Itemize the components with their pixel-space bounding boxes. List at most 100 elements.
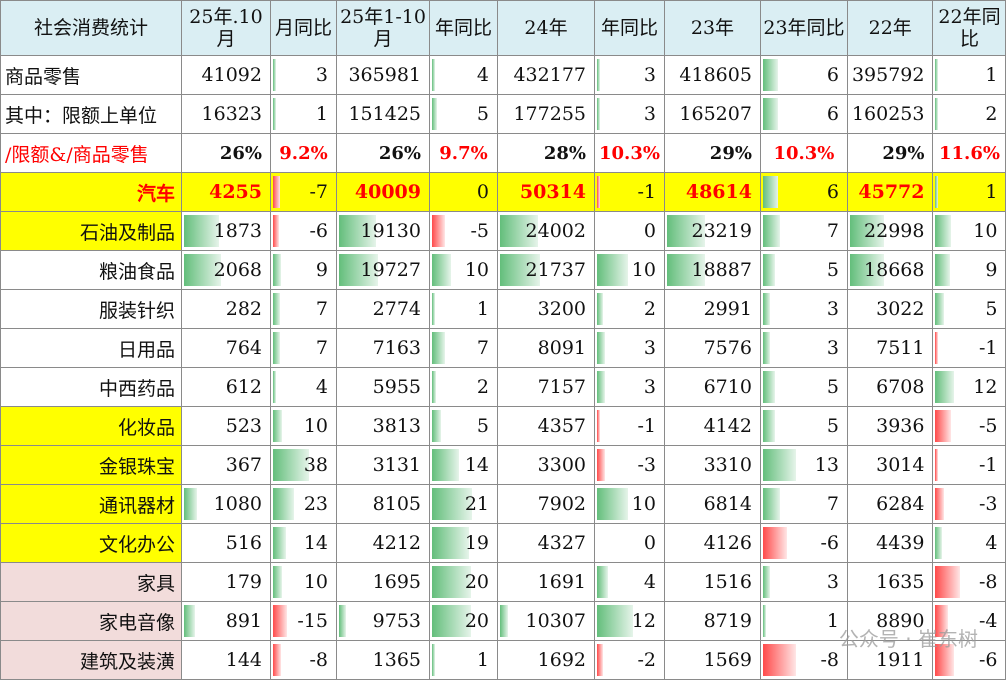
cell-value: 1691 (537, 571, 586, 593)
cell-value: 1 (985, 64, 998, 86)
cell-value: -8 (820, 649, 839, 671)
table-cell: 3022 (846, 289, 934, 329)
table-cell: 7576 (663, 328, 761, 368)
data-bar (597, 566, 609, 598)
table-row: 石油及制品 1873 -6 19130 -5 24002 0 23219 7 22998 10 (0, 211, 1007, 251)
cell-value: 432177 (513, 64, 586, 86)
table-cell: -1 (932, 328, 1007, 368)
table-cell: 48614 (663, 172, 761, 212)
cell-value: 7511 (876, 337, 925, 359)
header-cell: 月同比 (270, 0, 337, 56)
table-cell: 20 (429, 601, 498, 641)
cell-value: 144 (225, 649, 262, 671)
table-cell: -6 (759, 523, 848, 563)
table-cell: -5 (429, 211, 498, 251)
table-cell: 4142 (663, 406, 761, 446)
cell-value: 3200 (537, 298, 586, 320)
cell-value: 8091 (537, 337, 586, 359)
row-label: 化妆品 (0, 406, 182, 446)
table-cell: 3200 (497, 289, 595, 329)
table-cell: 12 (932, 367, 1007, 407)
data-bar (935, 566, 960, 598)
table-cell: 6708 (846, 367, 934, 407)
cell-value: 3131 (372, 454, 421, 476)
table-cell: 8890 (846, 601, 934, 641)
data-bar (273, 332, 280, 364)
table-cell: 7 (759, 484, 848, 524)
data-bar (762, 98, 779, 130)
data-bar (432, 605, 471, 637)
cell-value: 9 (315, 259, 328, 281)
cell-value: 10 (631, 493, 656, 515)
table-cell: 764 (181, 328, 271, 368)
table-cell: 9753 (336, 601, 430, 641)
table-cell: 23 (270, 484, 337, 524)
table-cell: 1569 (663, 640, 761, 680)
table-cell: 10 (429, 250, 498, 290)
cell-value: 29% (709, 142, 752, 164)
cell-value: 24002 (525, 220, 586, 242)
table-cell: 5955 (336, 367, 430, 407)
data-bar (273, 254, 281, 286)
header-cell: 社会消费统计 (0, 0, 182, 56)
cell-value: -3 (978, 493, 998, 515)
data-bar (432, 566, 471, 598)
header-cell: 24年 (497, 0, 595, 56)
table-cell: 2 (429, 367, 498, 407)
cell-value: 891 (225, 610, 262, 632)
table-cell: 3 (594, 367, 665, 407)
data-bar (500, 215, 539, 247)
data-bar (935, 644, 955, 676)
header-cell: 25年1-10月 (336, 0, 430, 56)
cell-value: 28% (543, 142, 586, 164)
data-bar (762, 488, 781, 520)
table-cell: 165207 (663, 94, 761, 134)
cell-value: 7902 (537, 493, 586, 515)
cell-value: 26% (219, 142, 262, 164)
cell-value: 5 (476, 103, 489, 125)
table-cell: -1 (594, 172, 665, 212)
table-cell: 7 (429, 328, 498, 368)
cell-value: -6 (820, 532, 839, 554)
data-bar (935, 59, 939, 91)
cell-value: 7163 (372, 337, 421, 359)
table-cell: 5 (932, 289, 1007, 329)
cell-value: 1911 (876, 649, 925, 671)
table-cell: 18887 (663, 250, 761, 290)
table-cell: 282 (181, 289, 271, 329)
data-bar (432, 371, 437, 403)
data-bar (597, 332, 606, 364)
data-bar (184, 488, 198, 520)
data-bar (273, 410, 283, 442)
cell-value: 4327 (537, 532, 586, 554)
data-bar (597, 410, 600, 442)
cell-value: 10 (631, 259, 656, 281)
table-cell: -3 (594, 445, 665, 485)
cell-value: 1 (826, 610, 839, 632)
data-bar (762, 332, 770, 364)
table-cell: 1873 (181, 211, 271, 251)
table-cell: 14 (270, 523, 337, 563)
data-bar (432, 410, 442, 442)
data-bar (935, 98, 939, 130)
cell-value: -5 (978, 415, 998, 437)
table-cell: 3014 (846, 445, 934, 485)
data-bar (273, 215, 279, 247)
cell-value: -15 (297, 610, 328, 632)
cell-value: 764 (225, 337, 262, 359)
data-bar (597, 449, 606, 481)
table-cell: 8105 (336, 484, 430, 524)
cell-value: 523 (225, 415, 262, 437)
data-bar (339, 605, 347, 637)
table-row: /限额&/商品零售 26% 9.2% 26% 9.7% 28% 10.3% 29% 10.3% 2… (0, 133, 1007, 173)
cell-value: 2 (476, 376, 489, 398)
cell-value: 45772 (858, 181, 925, 203)
cell-value: -8 (309, 649, 328, 671)
data-bar (500, 254, 541, 286)
cell-value: 3 (826, 298, 839, 320)
table-row: 中西药品 612 4 5955 2 7157 3 6710 5 6708 12 (0, 367, 1007, 407)
data-bar (432, 527, 469, 559)
cell-value: 10 (303, 571, 328, 593)
cell-value: 12 (973, 376, 998, 398)
table-cell: 5 (429, 94, 498, 134)
